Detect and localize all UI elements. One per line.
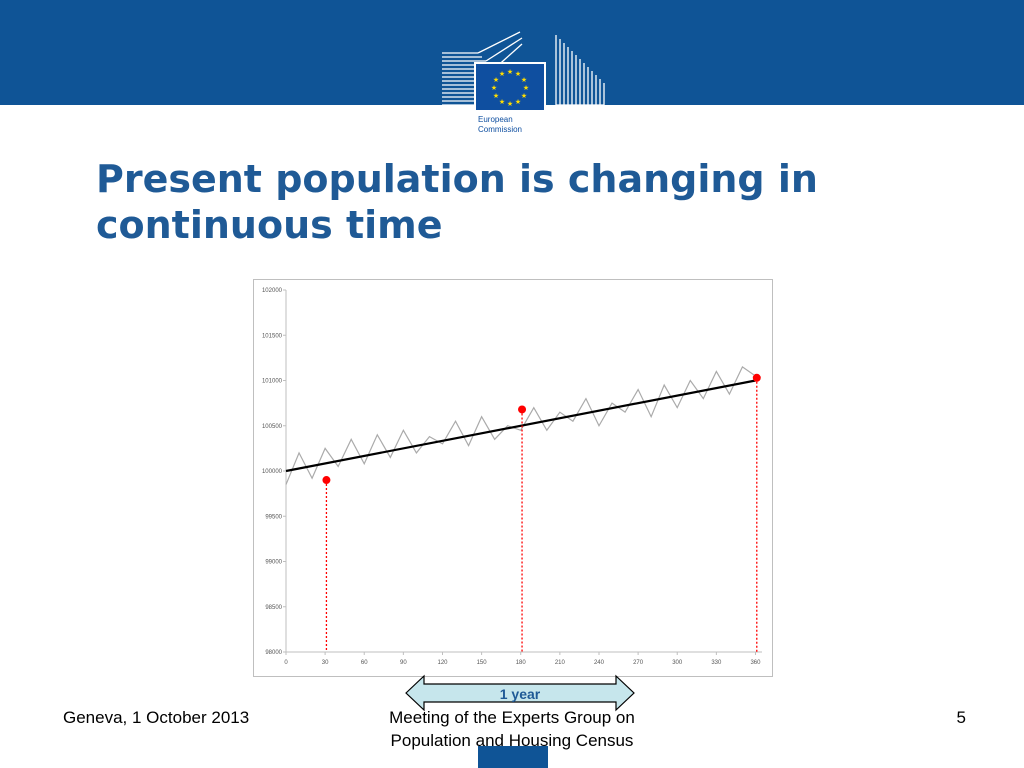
footer-meeting: Meeting of the Experts Group on Populati… — [389, 708, 635, 750]
y-tick-label: 98500 — [265, 605, 282, 611]
y-tick-label: 100500 — [262, 424, 283, 430]
x-tick-label: 240 — [594, 660, 605, 666]
y-tick-label: 102000 — [262, 288, 283, 294]
x-tick-label: 180 — [516, 660, 527, 666]
x-tick-label: 360 — [750, 660, 761, 666]
svg-text:★: ★ — [491, 84, 497, 92]
y-tick-label: 99000 — [265, 560, 282, 566]
trend-line — [285, 379, 756, 473]
y-tick-label: 98000 — [265, 650, 282, 656]
observation-marker — [518, 405, 527, 414]
population-series-line — [285, 366, 756, 485]
x-tick-label: 30 — [322, 660, 329, 666]
x-tick-label: 270 — [633, 660, 644, 666]
x-tick-label: 330 — [711, 660, 722, 666]
svg-text:★: ★ — [507, 68, 513, 76]
svg-text:★: ★ — [499, 98, 505, 106]
svg-text:★: ★ — [523, 84, 529, 92]
footer-date: Geneva, 1 October 2013 — [63, 708, 250, 727]
observation-marker — [322, 476, 331, 485]
x-tick-label: 0 — [284, 660, 288, 666]
svg-text:★: ★ — [521, 92, 527, 100]
x-tick-label: 120 — [437, 660, 448, 666]
one-year-arrow: 1 year — [405, 674, 635, 712]
y-tick-label: 99500 — [265, 514, 282, 520]
svg-text:★: ★ — [515, 98, 521, 106]
svg-text:★: ★ — [521, 76, 527, 84]
x-tick-label: 210 — [555, 660, 566, 666]
observation-marker — [752, 373, 761, 382]
european-commission-logo: ★ ★ ★ ★ ★ ★ ★ ★ ★ ★ ★ ★ European Commiss… — [442, 31, 605, 142]
x-tick-label: 60 — [361, 660, 368, 666]
logo-text-line1: European — [478, 115, 513, 124]
logo-text-line2: Commission — [478, 125, 522, 134]
arrow-label: 1 year — [500, 686, 541, 702]
y-tick-label: 101000 — [262, 379, 283, 385]
svg-text:★: ★ — [507, 100, 513, 108]
svg-text:★: ★ — [515, 70, 521, 78]
y-tick-label: 100000 — [262, 469, 283, 475]
bottom-band-tab — [478, 746, 548, 768]
svg-text:★: ★ — [499, 70, 505, 78]
svg-text:★: ★ — [493, 76, 499, 84]
page-number: 5 — [956, 708, 966, 727]
population-line-chart: 98000 98500 99000 99500 100000 100500 101000 10… — [262, 288, 762, 666]
svg-text:★: ★ — [493, 92, 499, 100]
y-tick-label: 101500 — [262, 333, 283, 339]
x-tick-label: 90 — [400, 660, 407, 666]
chart-frame: 98000 98500 99000 99500 100000 100500 101000 10… — [253, 279, 773, 677]
slide-title: Present population is changing in contin… — [96, 157, 818, 247]
x-tick-label: 300 — [672, 660, 683, 666]
x-tick-label: 150 — [477, 660, 488, 666]
